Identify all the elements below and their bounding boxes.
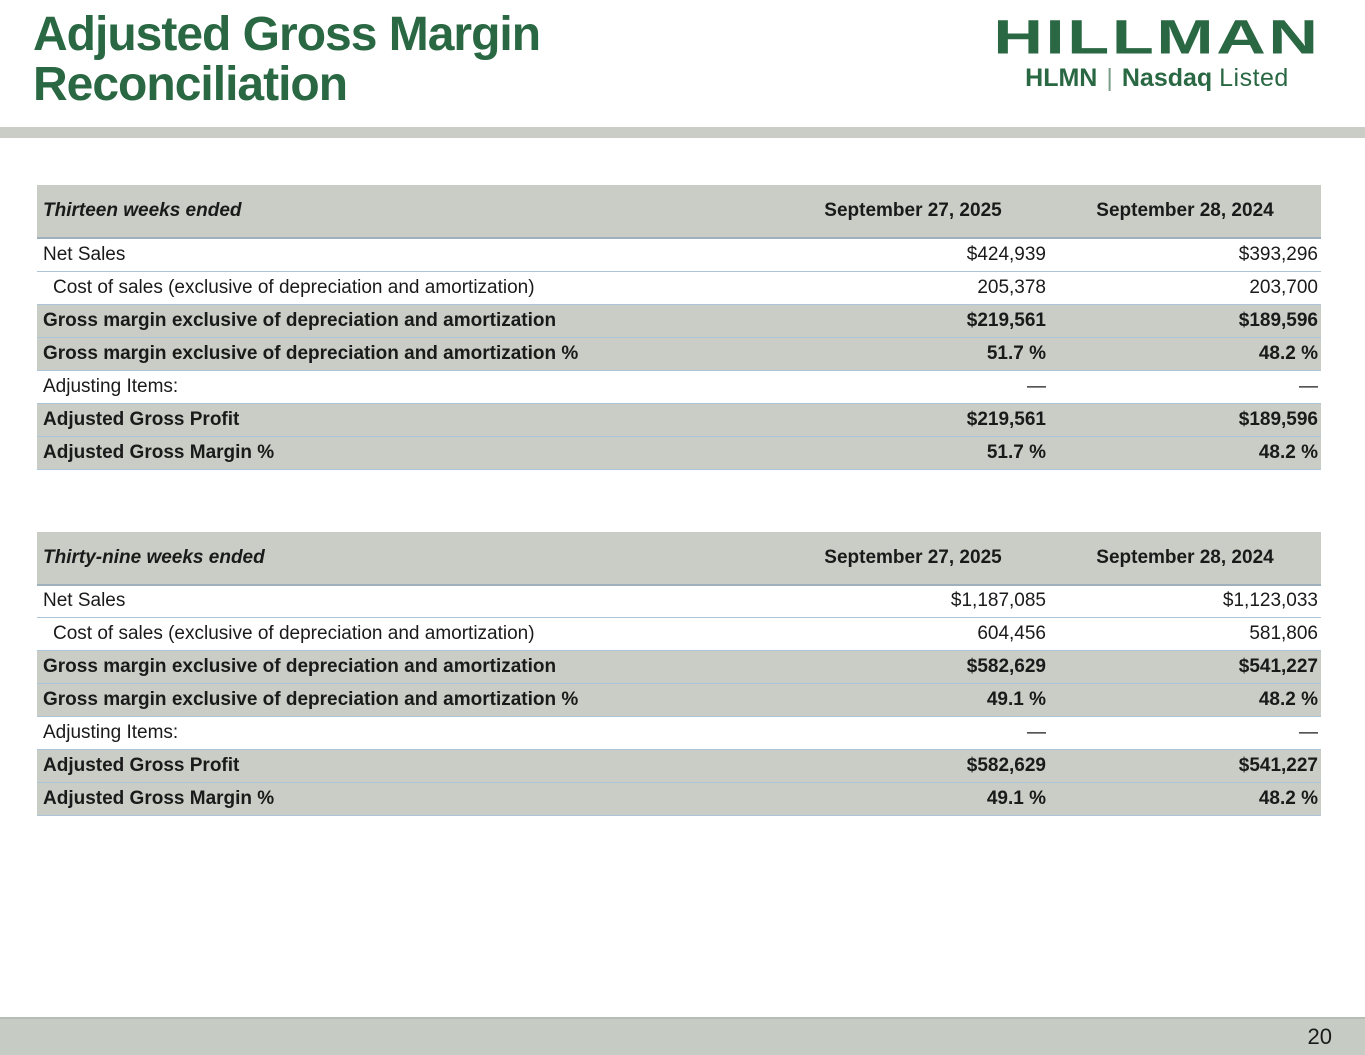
- column-header: September 28, 2024: [1096, 546, 1274, 568]
- table-row: Gross margin exclusive of depreciation a…: [37, 304, 1321, 337]
- table-row: Adjusting Items: — —: [37, 370, 1321, 403]
- row-value: $219,561: [966, 408, 1046, 430]
- page-title: Adjusted Gross Margin Reconciliation: [33, 8, 541, 111]
- hillman-logo-subline: HLMN | Nasdaq Listed: [977, 64, 1337, 92]
- table-row: Cost of sales (exclusive of depreciation…: [37, 618, 1321, 651]
- table-row: Gross margin exclusive of depreciation a…: [37, 683, 1321, 717]
- period-label: Thirteen weeks ended: [43, 200, 242, 221]
- column-header: September 28, 2024: [1096, 200, 1274, 221]
- table-header-row: Thirty-nine weeks ended September 27, 20…: [37, 531, 1321, 585]
- page-number: 20: [1307, 1024, 1332, 1049]
- row-value: $541,227: [1238, 755, 1318, 776]
- row-value: —: [1027, 722, 1046, 743]
- row-value: $219,561: [966, 309, 1046, 331]
- row-value: 205,378: [977, 276, 1046, 298]
- row-label: Adjusted Gross Profit: [43, 755, 240, 776]
- row-value: $541,227: [1238, 656, 1318, 677]
- row-value: $582,629: [966, 656, 1046, 677]
- table-spacer: [37, 470, 1321, 532]
- slide-footer: 20: [0, 1017, 1365, 1055]
- row-label: Cost of sales (exclusive of depreciation…: [53, 623, 535, 644]
- hillman-logo: HILLMAN HLMN | Nasdaq Listed: [977, 14, 1337, 92]
- row-value: $1,187,085: [950, 590, 1046, 612]
- row-label: Gross margin exclusive of depreciation a…: [43, 689, 579, 710]
- row-value: —: [1027, 375, 1046, 397]
- row-label: Gross margin exclusive of depreciation a…: [43, 656, 557, 677]
- table-row: Adjusted Gross Profit $219,561 $189,596: [37, 403, 1321, 436]
- table-row: Adjusting Items: — —: [37, 717, 1321, 750]
- row-value: 49.1 %: [986, 788, 1046, 809]
- table-header-row: Thirteen weeks ended September 27, 2025 …: [37, 185, 1321, 238]
- row-value: $189,596: [1238, 309, 1318, 331]
- table-row: Net Sales $1,187,085 $1,123,033: [37, 585, 1321, 618]
- table-row: Gross margin exclusive of depreciation a…: [37, 650, 1321, 684]
- table-row: Cost of sales (exclusive of depreciation…: [37, 271, 1321, 304]
- row-value: $1,123,033: [1222, 590, 1318, 612]
- logo-exchange-name: Nasdaq: [1121, 64, 1213, 92]
- row-label: Net Sales: [43, 243, 126, 265]
- hillman-logo-wordmark: HILLMAN: [993, 11, 1321, 65]
- header-divider-bar: [0, 127, 1365, 138]
- logo-pipe-divider: |: [1106, 64, 1113, 92]
- row-value: 48.2 %: [1258, 441, 1318, 463]
- row-label: Adjusting Items:: [43, 375, 179, 397]
- table-row: Net Sales $424,939 $393,296: [37, 238, 1321, 271]
- table-row: Adjusted Gross Margin % 49.1 % 48.2 %: [37, 782, 1321, 816]
- period-label: Thirty-nine weeks ended: [43, 546, 265, 568]
- row-value: 51.7 %: [986, 441, 1046, 463]
- logo-ticker: HLMN: [1025, 64, 1098, 92]
- row-value: $393,296: [1238, 243, 1318, 265]
- thirteen-weeks-table: Thirteen weeks ended September 27, 2025 …: [37, 185, 1321, 470]
- column-header: September 27, 2025: [824, 200, 1002, 221]
- row-value: $424,939: [966, 243, 1046, 265]
- page-title-line2: Reconciliation: [33, 58, 348, 111]
- row-value: —: [1299, 722, 1318, 743]
- row-value: 49.1 %: [986, 689, 1046, 710]
- row-value: $582,629: [966, 755, 1046, 776]
- row-label: Net Sales: [43, 590, 126, 612]
- row-label: Gross margin exclusive of depreciation a…: [43, 309, 557, 331]
- row-label: Adjusted Gross Margin %: [43, 788, 275, 809]
- row-label: Adjusted Gross Profit: [43, 408, 240, 430]
- thirty-nine-weeks-table: Thirty-nine weeks ended September 27, 20…: [37, 531, 1321, 817]
- row-value: 48.2 %: [1258, 788, 1318, 809]
- logo-exchange-listed: Listed: [1219, 64, 1289, 92]
- row-label: Gross margin exclusive of depreciation a…: [43, 342, 579, 364]
- table-row: Adjusted Gross Profit $582,629 $541,227: [37, 749, 1321, 783]
- row-value: 48.2 %: [1258, 342, 1318, 364]
- row-value: 51.7 %: [986, 342, 1046, 364]
- table-row: Gross margin exclusive of depreciation a…: [37, 337, 1321, 370]
- tables-container: Thirteen weeks ended September 27, 2025 …: [37, 185, 1321, 816]
- row-value: 581,806: [1249, 623, 1318, 644]
- row-value: 48.2 %: [1258, 689, 1318, 710]
- column-header: September 27, 2025: [824, 546, 1002, 568]
- page-title-line1: Adjusted Gross Margin: [33, 8, 541, 61]
- row-label: Adjusting Items:: [43, 722, 179, 743]
- slide-header: Adjusted Gross Margin Reconciliation HILL…: [0, 0, 1365, 127]
- row-value: —: [1299, 375, 1318, 397]
- row-label: Cost of sales (exclusive of depreciation…: [53, 276, 535, 298]
- row-value: 604,456: [977, 623, 1046, 644]
- table-row: Adjusted Gross Margin % 51.7 % 48.2 %: [37, 436, 1321, 469]
- row-value: 203,700: [1249, 276, 1318, 298]
- row-value: $189,596: [1238, 408, 1318, 430]
- row-label: Adjusted Gross Margin %: [43, 441, 275, 463]
